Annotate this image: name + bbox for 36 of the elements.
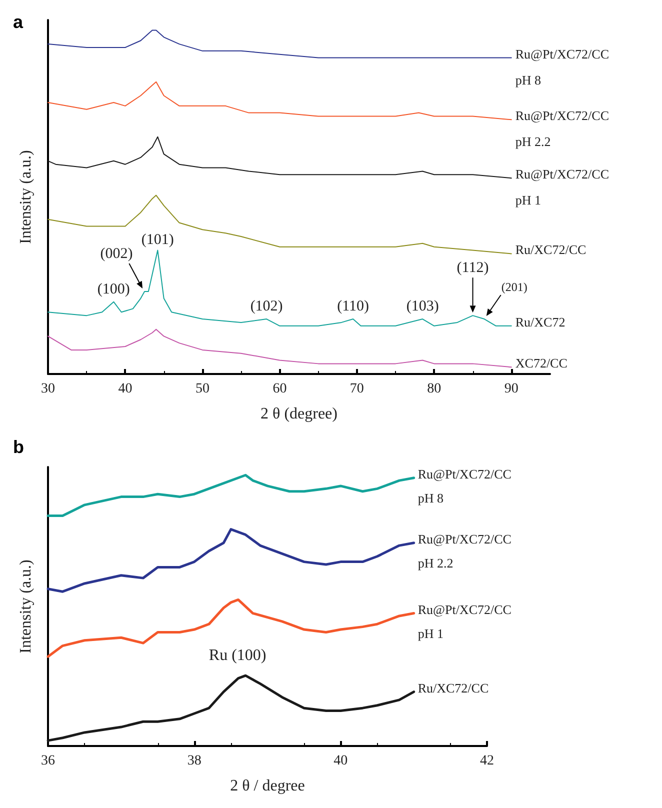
chart-title: b [13, 437, 24, 457]
annotation: Ru (100) [208, 647, 266, 664]
x-tick-label: 60 [272, 382, 287, 396]
series-label: Ru@Pt/XC72/CC pH 8 [515, 46, 612, 88]
annotation: (102) [250, 298, 283, 315]
y-axis-title: Intensity (a.u.) [18, 150, 34, 244]
x-tick-label: 90 [504, 382, 518, 396]
series-label: Ru/XC72/CC [515, 242, 586, 258]
annotation: (201) [501, 280, 528, 294]
annotation: (002) [100, 246, 133, 262]
x-tick-label: 38 [187, 754, 202, 768]
series-label: Ru@Pt/XC72/CC pH 1 [515, 166, 612, 208]
x-tick-label: 80 [427, 382, 442, 396]
chart-title: a [13, 12, 24, 32]
x-tick-label: 40 [118, 382, 132, 396]
x-axis-title: 2 θ / degree [230, 778, 305, 794]
x-tick-label: 70 [350, 382, 364, 396]
series-label: Ru@Pt/XC72/CC pH 2.2 [515, 108, 612, 150]
x-tick-label: 42 [480, 754, 494, 768]
series-label: Ru@Pt/XC72/CC pH 2.2 [418, 531, 515, 570]
annotation: (100) [97, 281, 130, 298]
y-axis-title: Intensity (a.u.) [18, 560, 34, 654]
annotation: (103) [406, 298, 439, 315]
series-label: Ru@Pt/XC72/CC pH 1 [418, 602, 515, 641]
series-label: Ru@Pt/XC72/CC pH 8 [418, 466, 515, 506]
annotation: (112) [456, 260, 489, 276]
x-tick-label: 36 [41, 754, 55, 768]
series-label: XC72/CC [515, 356, 568, 371]
x-tick-label: 30 [41, 382, 55, 396]
x-axis-title: 2 θ (degree) [260, 406, 338, 422]
series-label: Ru/XC72 [515, 314, 566, 330]
x-tick-label: 40 [334, 754, 348, 768]
annotation: (110) [337, 298, 370, 315]
x-tick-label: 50 [195, 382, 210, 396]
annotation: (101) [141, 232, 174, 248]
series-label: Ru/XC72/CC [418, 680, 489, 696]
